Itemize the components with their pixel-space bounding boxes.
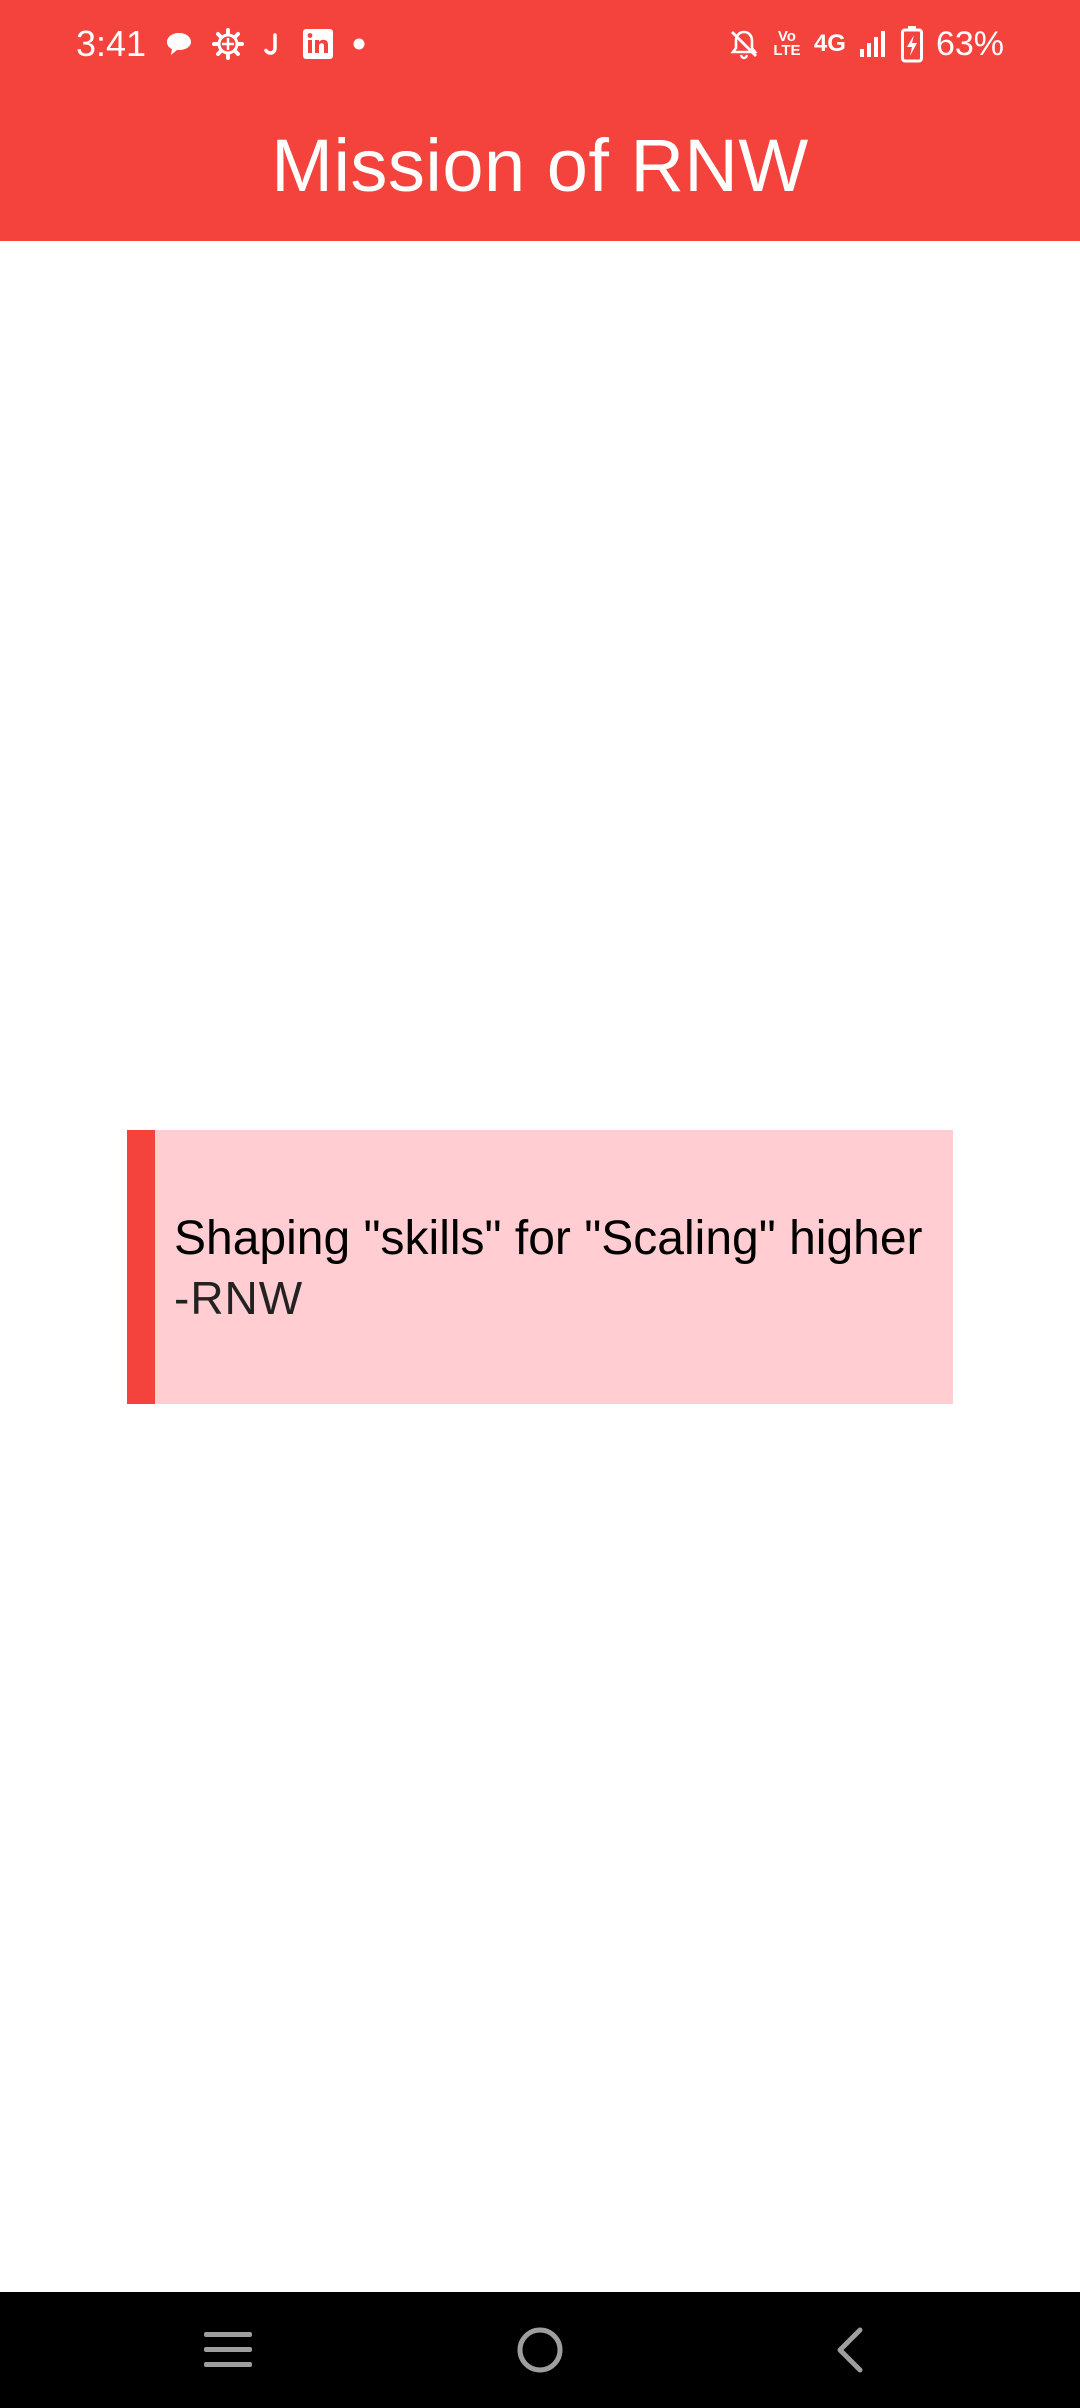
home-button[interactable] [500, 2310, 580, 2390]
navigation-bar [0, 2292, 1080, 2408]
home-icon [515, 2325, 565, 2375]
top-bar: 3:41 [0, 0, 1080, 241]
quote-accent-bar [127, 1130, 155, 1404]
recents-button[interactable] [188, 2310, 268, 2390]
back-icon [830, 2325, 870, 2375]
recents-icon [202, 2328, 254, 2372]
bell-off-icon [728, 28, 760, 60]
status-bar: 3:41 [0, 0, 1080, 88]
signal-strength-icon [858, 29, 888, 59]
gear-icon [212, 28, 244, 60]
system-status-icons: Vo LTE 4G 63% [728, 22, 1004, 66]
quote-text: Shaping "skills" for "Scaling" higher [174, 1212, 923, 1265]
back-button[interactable] [810, 2310, 890, 2390]
status-time: 3:41 [76, 23, 147, 64]
j-app-icon [262, 29, 284, 59]
network-type-label: 4G [813, 30, 846, 57]
linkedin-icon [302, 28, 334, 60]
chat-bubble-icon [164, 29, 194, 59]
volte-label: Vo LTE [773, 28, 801, 59]
battery-percent: 63% [935, 25, 1004, 63]
mission-quote-card: Shaping "skills" for "Scaling" higher -R… [127, 1130, 953, 1404]
quote-author: -RNW [174, 1272, 304, 1324]
page-title: Mission of RNW [271, 124, 809, 207]
battery-charging-icon [900, 25, 924, 63]
dot-icon [352, 37, 366, 51]
notification-icons [164, 24, 366, 64]
